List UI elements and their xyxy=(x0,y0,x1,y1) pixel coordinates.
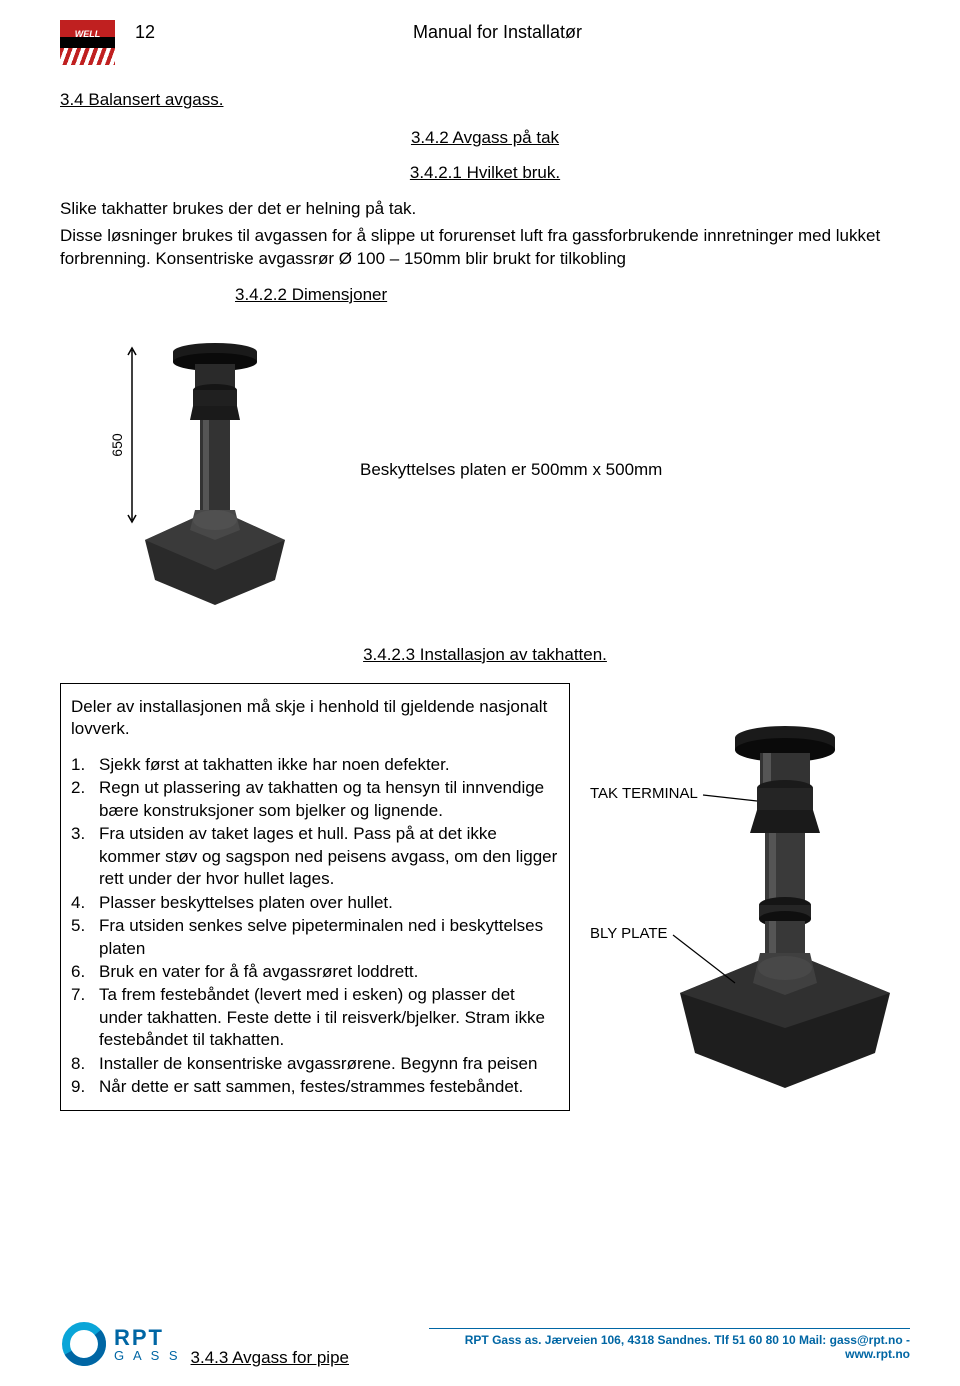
label-tak-terminal: TAK TERMINAL xyxy=(590,785,698,802)
ring-icon xyxy=(60,1320,108,1368)
roof-terminal-dim-figure: 650 xyxy=(90,320,330,620)
installation-steps-box: Deler av installasjonen må skje i henhol… xyxy=(60,683,570,1111)
step: Fra utsiden senkes selve pipeterminalen … xyxy=(71,915,559,960)
step: Installer de konsentriske avgassrørene. … xyxy=(71,1053,559,1075)
figure-caption: Beskyttelses platen er 500mm x 500mm xyxy=(360,460,662,480)
step: Plasser beskyttelses platen over hullet. xyxy=(71,892,559,914)
step: Sjekk først at takhatten ikke har noen d… xyxy=(71,754,559,776)
paragraph-2: Disse løsninger brukes til avgassen for … xyxy=(60,225,910,271)
labeled-terminal-figure: TAK TERMINAL BLY PLATE xyxy=(585,683,925,1103)
step: Regn ut plassering av takhatten og ta he… xyxy=(71,777,559,822)
doc-title: Manual for Installatør xyxy=(85,22,910,43)
heading-3-4-3: 3.4.3 Avgass for pipe xyxy=(191,1348,349,1368)
paragraph-1: Slike takhatter brukes der det er helnin… xyxy=(60,198,910,221)
label-bly-plate: BLY PLATE xyxy=(590,925,668,942)
steps-intro: Deler av installasjonen må skje i henhol… xyxy=(71,696,559,740)
heading-3-4-2-3: 3.4.2.3 Installasjon av takhatten. xyxy=(363,645,607,664)
step: Ta frem festebåndet (levert med i esken)… xyxy=(71,984,559,1051)
installation-steps: Sjekk først at takhatten ikke har noen d… xyxy=(71,754,559,1099)
footer-logo: RPT G A S S xyxy=(60,1320,181,1368)
step: Når dette er satt sammen, festes/stramme… xyxy=(71,1076,559,1098)
page-header: WELL 12 Manual for Installatør xyxy=(60,20,910,65)
heading-3-4-2-1: 3.4.2.1 Hvilket bruk. xyxy=(410,163,560,182)
figure-dimensions: 650 Beskyttelses platen er 500m xyxy=(60,320,910,620)
footer-company-info: RPT Gass as. Jærveien 106, 4318 Sandnes.… xyxy=(429,1328,910,1361)
dim-650-label: 650 xyxy=(109,433,125,457)
step: Bruk en vater for å få avgassrøret loddr… xyxy=(71,961,559,983)
step: Fra utsiden av taket lages et hull. Pass… xyxy=(71,823,559,890)
heading-3-4-2: 3.4.2 Avgass på tak xyxy=(411,128,559,147)
logo-stripes xyxy=(60,48,115,65)
heading-3-4-2-2: 3.4.2.2 Dimensjoner xyxy=(235,285,387,304)
footer-brand-sub: G A S S xyxy=(114,1348,181,1363)
page-footer: RPT G A S S 3.4.3 Avgass for pipe RPT Ga… xyxy=(60,1320,910,1368)
heading-3-4: 3.4 Balansert avgass. xyxy=(60,90,910,110)
